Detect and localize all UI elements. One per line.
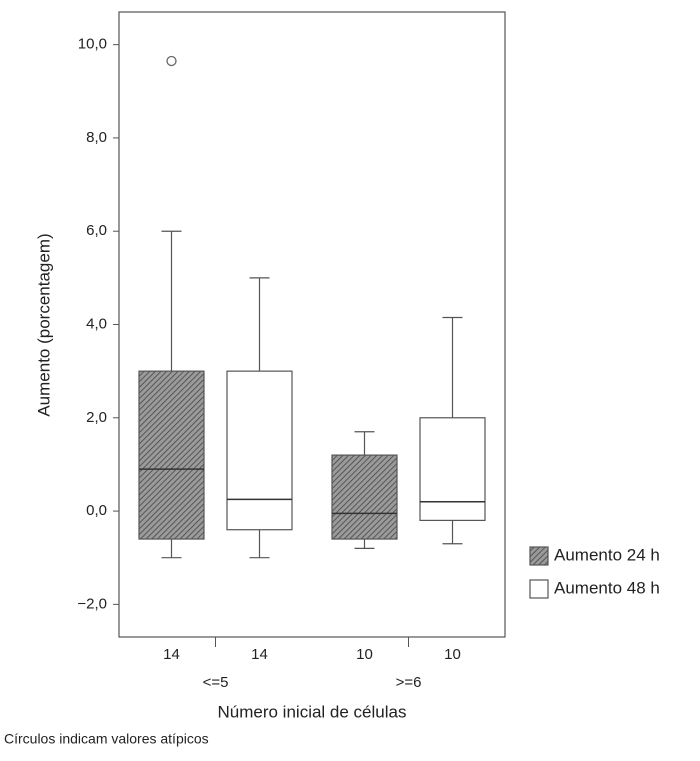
box bbox=[419, 417, 486, 521]
y-tick-label: 8,0 bbox=[86, 129, 107, 146]
box bbox=[226, 370, 293, 531]
box bbox=[138, 370, 205, 540]
y-tick-label: 0,0 bbox=[86, 502, 107, 519]
count-label: 10 bbox=[356, 646, 373, 663]
legend-swatch bbox=[529, 546, 549, 566]
legend-label: Aumento 48 h bbox=[554, 578, 660, 597]
box bbox=[331, 454, 398, 540]
x-group-label: <=5 bbox=[203, 674, 229, 691]
x-axis-title: Número inicial de células bbox=[218, 702, 407, 721]
outlier bbox=[166, 55, 177, 67]
y-axis-title: Aumento (porcentagem) bbox=[34, 233, 53, 416]
y-tick-label: 4,0 bbox=[86, 315, 107, 332]
y-tick-label: 6,0 bbox=[86, 222, 107, 239]
y-tick-label: 2,0 bbox=[86, 409, 107, 426]
legend-swatch bbox=[529, 579, 549, 599]
x-group-label: >=6 bbox=[396, 674, 422, 691]
footnote: Círculos indicam valores atípicos bbox=[4, 731, 209, 747]
count-label: 14 bbox=[163, 646, 180, 663]
y-tick-label: 10,0 bbox=[78, 36, 107, 53]
y-tick-label: −2,0 bbox=[77, 595, 107, 612]
count-label: 14 bbox=[251, 646, 268, 663]
legend-label: Aumento 24 h bbox=[554, 545, 660, 564]
count-label: 10 bbox=[444, 646, 461, 663]
